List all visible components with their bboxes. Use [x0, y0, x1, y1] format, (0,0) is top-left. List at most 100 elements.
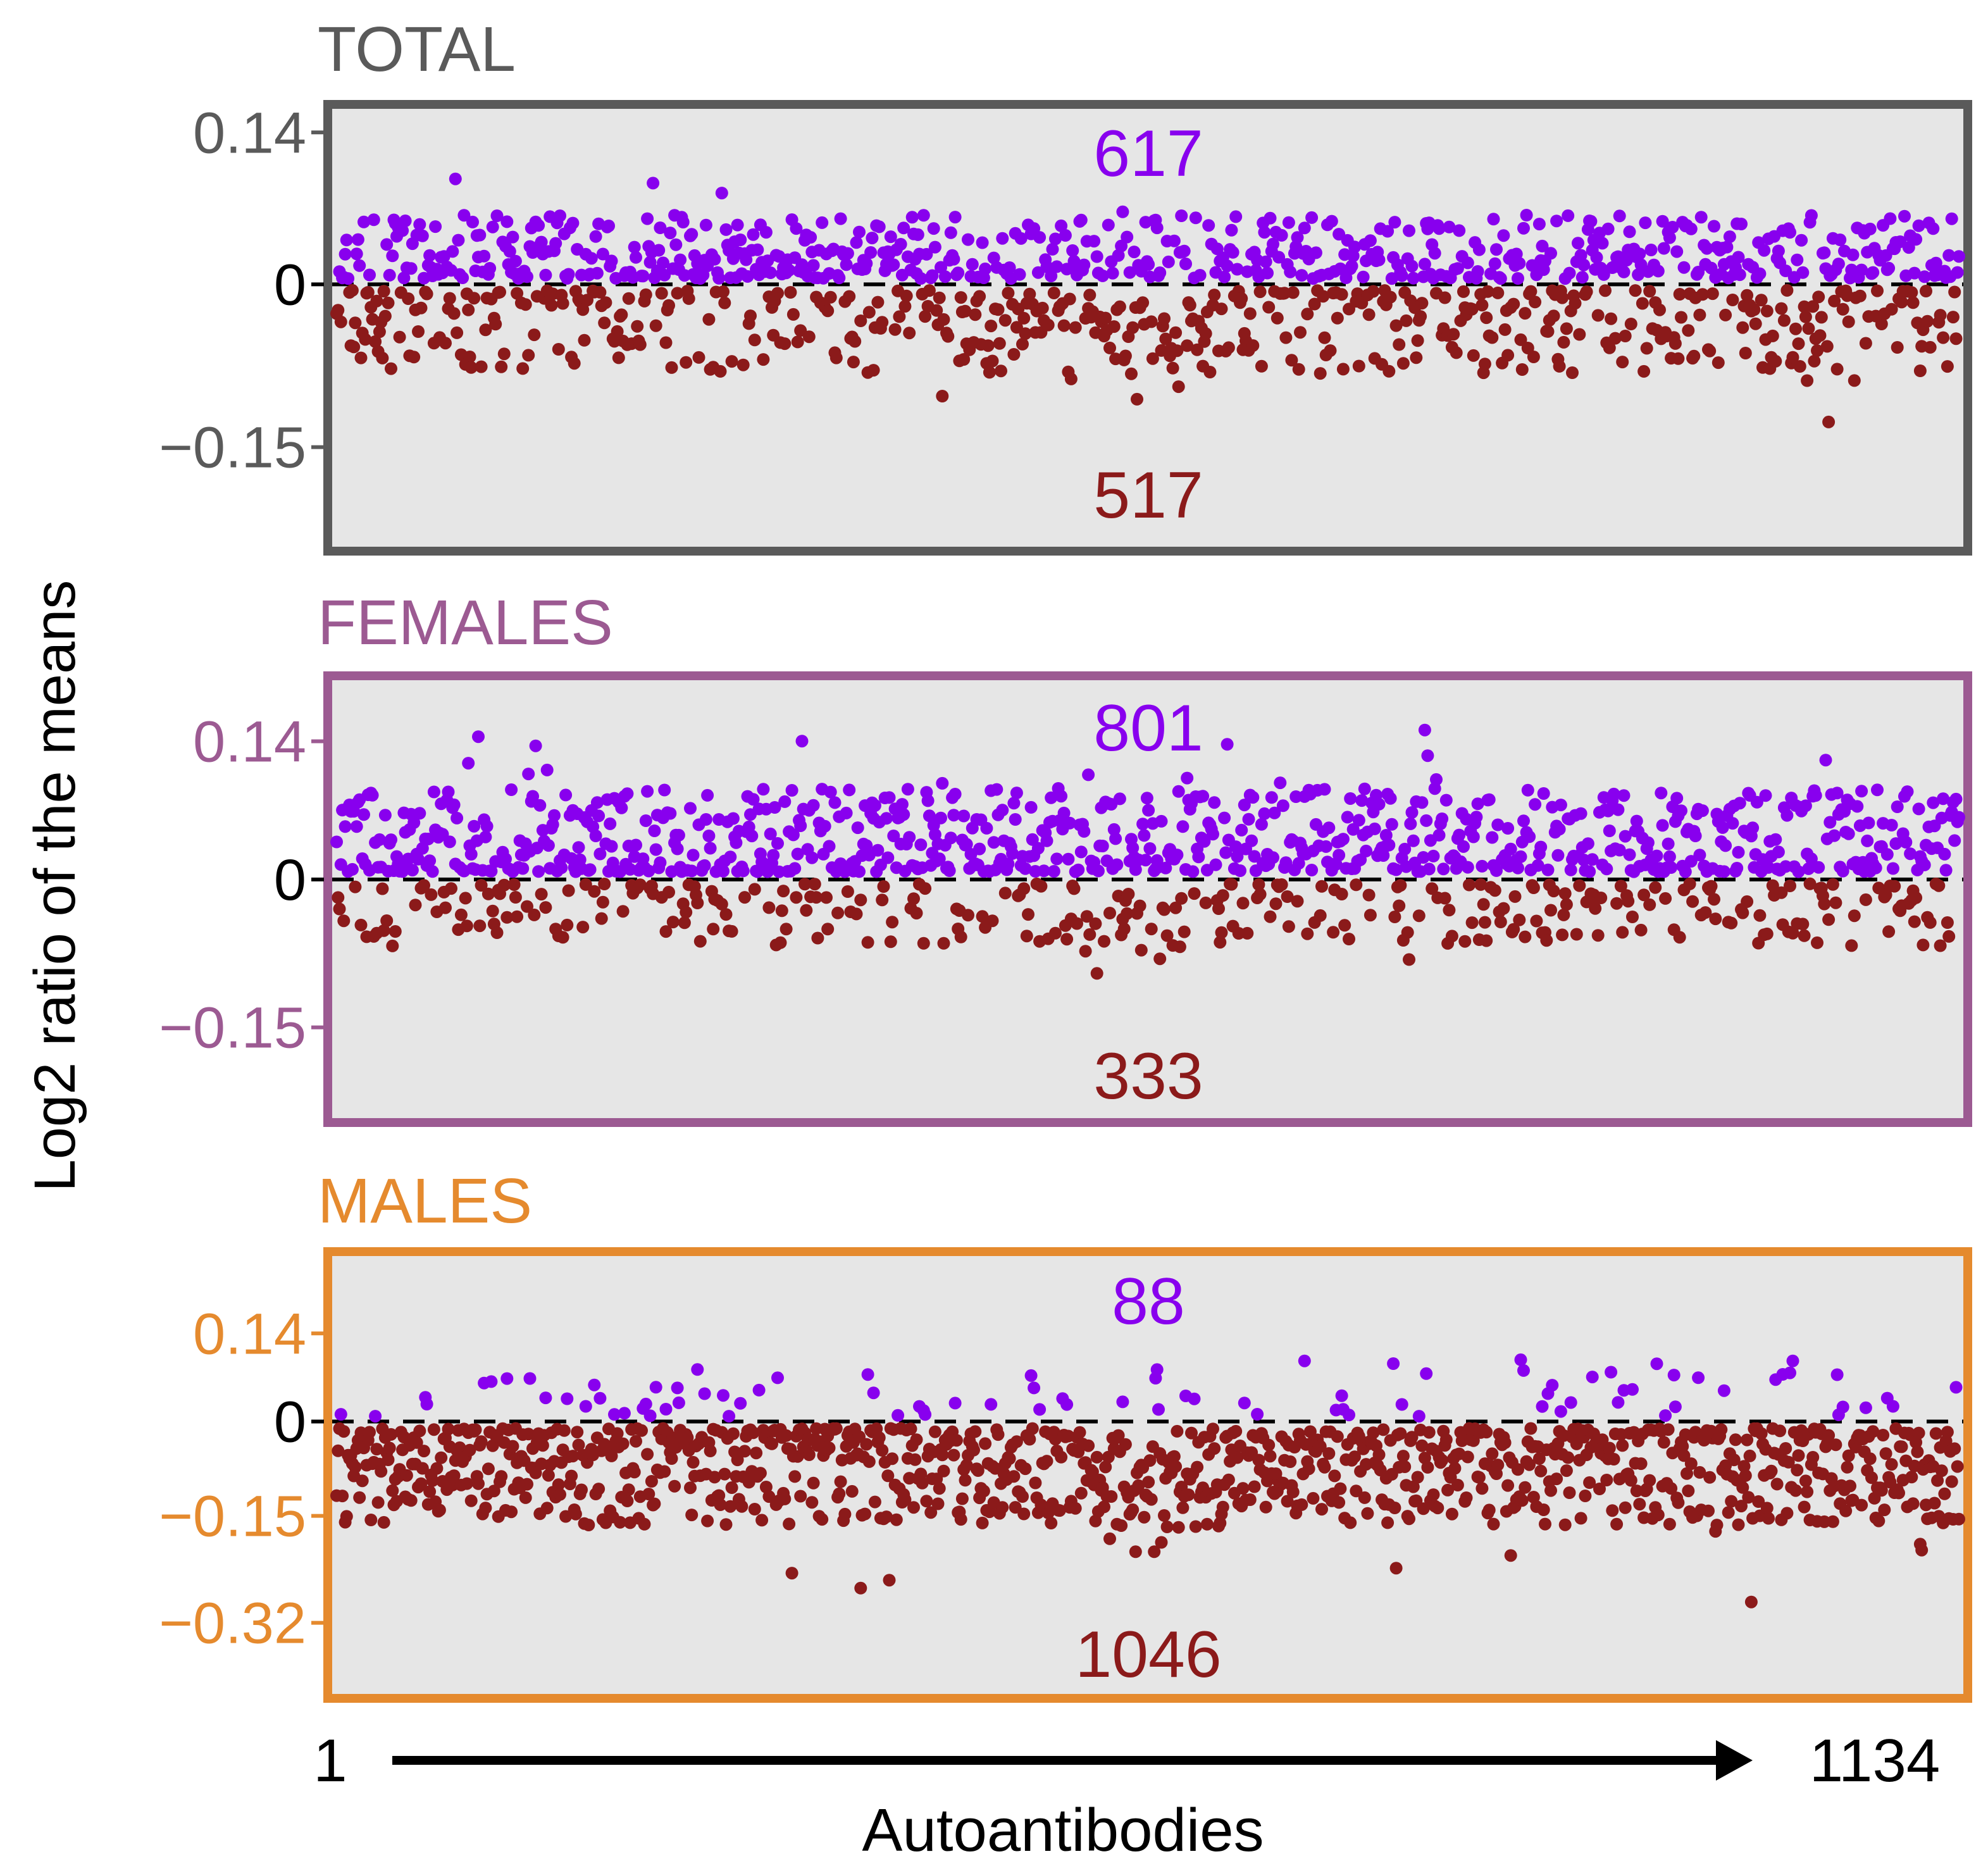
data-point-females-144: [535, 888, 548, 901]
data-point-females-326: [795, 735, 809, 748]
data-point-females-744: [1394, 879, 1407, 892]
data-point-females-7: [339, 820, 352, 833]
data-point-males-819: [1501, 1479, 1515, 1492]
data-point-males-40: [386, 1484, 399, 1497]
data-point-females-462: [990, 783, 1003, 796]
data-point-females-292: [747, 793, 760, 806]
data-point-females-77: [439, 901, 452, 914]
data-point-females-192: [604, 817, 617, 830]
data-point-males-454: [979, 1437, 992, 1450]
data-point-males-123: [505, 1505, 518, 1519]
data-point-total-667: [1284, 265, 1297, 278]
data-point-females-149: [542, 839, 555, 852]
data-point-females-840: [1531, 859, 1544, 872]
ytick-label-total-1: 0: [274, 252, 306, 317]
data-point-males-66: [423, 1485, 437, 1498]
data-point-total-1010: [1775, 302, 1788, 315]
data-point-total-1060: [1846, 248, 1860, 261]
data-point-total-1085: [1882, 261, 1896, 275]
data-point-total-440: [959, 304, 972, 318]
data-point-males-817: [1498, 1436, 1512, 1449]
data-point-total-619: [1215, 302, 1228, 316]
data-point-total-746: [1396, 357, 1410, 370]
data-point-males-928: [1657, 1436, 1670, 1449]
data-point-males-713: [1350, 1484, 1363, 1498]
data-point-females-590: [1173, 940, 1186, 954]
data-point-total-870: [1574, 249, 1587, 262]
data-point-total-621: [1218, 270, 1231, 283]
data-point-females-762: [1420, 814, 1433, 827]
data-point-total-167: [568, 357, 581, 370]
data-point-total-422: [933, 291, 946, 304]
data-point-males-398: [898, 1493, 912, 1506]
data-point-females-1000: [1760, 927, 1774, 940]
data-point-males-283: [734, 1397, 747, 1410]
data-point-total-925: [1653, 303, 1666, 316]
data-point-males-486: [1024, 1369, 1038, 1382]
data-point-total-674: [1294, 326, 1307, 339]
data-point-females-277: [725, 924, 738, 938]
data-point-total-571: [1146, 352, 1159, 365]
data-point-total-972: [1720, 240, 1734, 254]
data-point-total-1024: [1795, 233, 1808, 247]
data-point-females-842: [1534, 840, 1548, 854]
data-point-total-1061: [1848, 374, 1861, 387]
data-point-total-213: [633, 338, 647, 351]
data-point-females-588: [1171, 849, 1184, 862]
data-point-total-649: [1258, 226, 1271, 239]
data-point-males-688: [1314, 1440, 1327, 1453]
data-point-total-814: [1494, 272, 1507, 285]
data-point-males-500: [1045, 1517, 1058, 1529]
data-point-males-960: [1703, 1471, 1717, 1484]
data-point-total-492: [1033, 231, 1047, 244]
data-point-total-626: [1225, 223, 1238, 237]
data-point-females-313: [777, 885, 790, 898]
data-point-males-253: [691, 1363, 704, 1376]
data-point-males-315: [780, 1429, 793, 1442]
data-point-total-1130: [1946, 311, 1960, 324]
data-point-males-434: [950, 1434, 963, 1447]
data-point-females-1066: [1855, 785, 1868, 798]
data-point-males-844: [1537, 1503, 1550, 1516]
data-point-males-747: [1398, 1460, 1412, 1473]
data-point-total-998: [1758, 244, 1771, 257]
data-point-females-193: [605, 840, 618, 853]
data-point-males-953: [1693, 1465, 1706, 1479]
data-point-males-694: [1322, 1447, 1336, 1460]
data-point-total-1080: [1875, 318, 1888, 330]
data-point-females-519: [1072, 863, 1085, 876]
data-point-total-795: [1467, 349, 1480, 362]
data-point-total-265: [708, 252, 721, 266]
points-females: [330, 723, 1965, 980]
data-point-females-533: [1091, 864, 1105, 878]
data-point-total-918: [1643, 285, 1656, 298]
data-point-total-995: [1753, 267, 1767, 280]
data-point-males-59: [413, 1424, 426, 1438]
data-point-females-367: [854, 893, 867, 907]
data-point-females-386: [881, 851, 895, 864]
data-point-total-33: [376, 351, 389, 364]
data-point-total-293: [748, 333, 761, 347]
data-point-total-587: [1169, 326, 1183, 339]
data-point-total-154: [549, 237, 562, 250]
data-point-total-460: [987, 251, 1000, 264]
data-point-males-111: [487, 1484, 500, 1498]
data-point-males-98: [469, 1423, 482, 1436]
data-point-females-656: [1268, 806, 1281, 819]
data-point-females-349: [828, 796, 842, 809]
data-point-males-79: [442, 1422, 455, 1436]
data-point-females-1008: [1772, 845, 1785, 859]
data-point-females-806: [1482, 793, 1496, 806]
data-point-females-800: [1474, 878, 1488, 891]
data-point-females-912: [1634, 923, 1648, 936]
data-point-total-418: [927, 222, 940, 235]
data-point-total-614: [1208, 289, 1221, 302]
data-point-females-661: [1275, 878, 1288, 891]
data-point-total-885: [1596, 237, 1609, 250]
data-point-males-38: [383, 1441, 396, 1455]
data-point-total-889: [1601, 222, 1615, 235]
data-point-males-5: [336, 1490, 349, 1503]
data-point-females-1125: [1939, 864, 1953, 877]
data-point-females-34: [377, 924, 390, 937]
data-point-total-295: [751, 243, 764, 256]
